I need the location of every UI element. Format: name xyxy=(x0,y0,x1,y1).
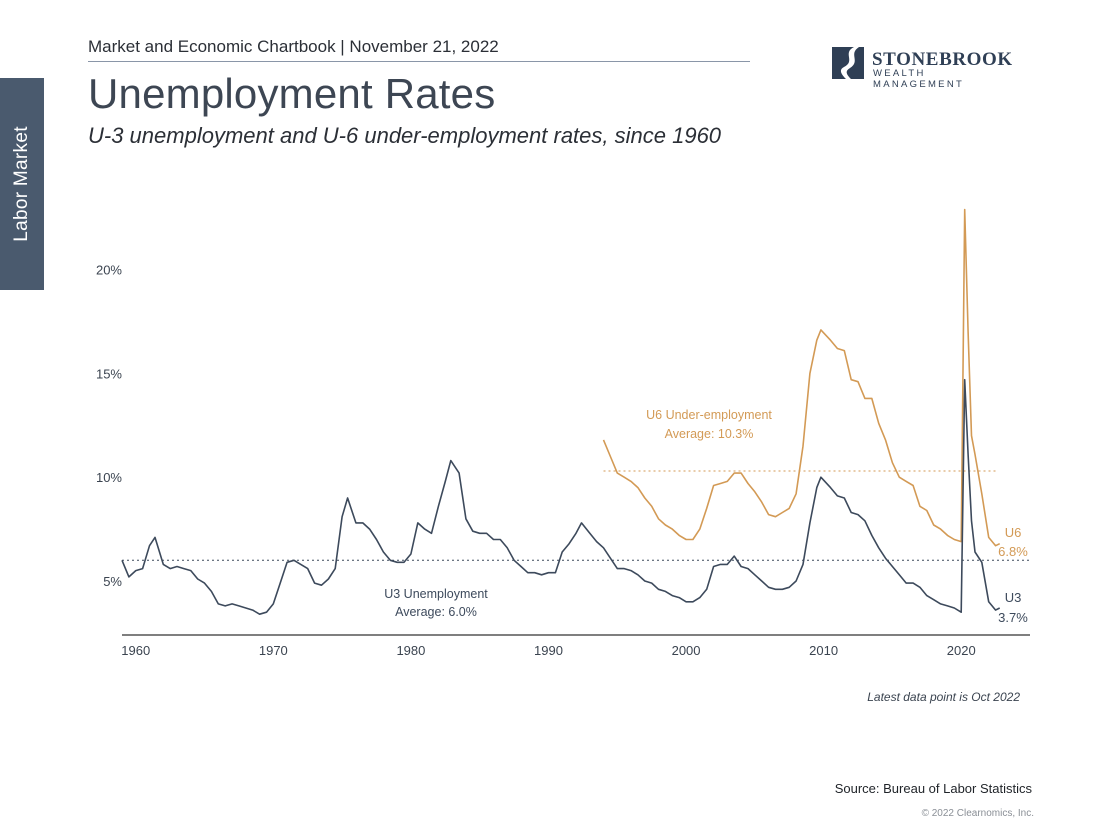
u6-end-value: 6.8% xyxy=(998,544,1028,559)
y-tick-label: 5% xyxy=(103,574,122,589)
river-road-logo-icon xyxy=(832,47,864,79)
company-logo: STONEBROOK WEALTH MANAGEMENT xyxy=(832,47,1012,90)
x-tick-label: 1990 xyxy=(534,643,563,658)
y-tick-label: 20% xyxy=(96,263,122,278)
latest-data-note: Latest data point is Oct 2022 xyxy=(867,690,1020,704)
logo-tagline: WEALTH MANAGEMENT xyxy=(873,68,965,90)
x-tick-label: 2000 xyxy=(672,643,701,658)
report-header: Market and Economic Chartbook | November… xyxy=(88,37,499,56)
section-tab: Labor Market xyxy=(0,78,44,290)
x-tick-label: 1970 xyxy=(259,643,288,658)
u3-average-label: Average: 6.0% xyxy=(395,605,477,619)
header-divider xyxy=(88,61,750,62)
page-title: Unemployment Rates xyxy=(88,70,496,117)
u3-series-line xyxy=(121,378,1001,616)
x-tick-label: 2020 xyxy=(947,643,976,658)
logo-name: STONEBROOK xyxy=(872,49,1013,70)
u6-series-line xyxy=(602,208,1001,547)
source-note: Source: Bureau of Labor Statistics xyxy=(834,781,1032,796)
u6-series-label: U6 Under-employment xyxy=(646,408,772,422)
u3-series-label: U3 Unemployment xyxy=(384,587,488,601)
x-tick-label: 2010 xyxy=(809,643,838,658)
y-tick-label: 15% xyxy=(96,366,122,381)
u3-end-value: 3.7% xyxy=(998,610,1028,625)
y-tick-label: 10% xyxy=(96,470,122,485)
page-subtitle: U-3 unemployment and U-6 under-employmen… xyxy=(88,123,722,148)
u6-end-name: U6 xyxy=(1005,525,1022,540)
u3-end-name: U3 xyxy=(1005,590,1022,605)
u6-average-label: Average: 10.3% xyxy=(665,427,754,441)
copyright-note: © 2022 Clearnomics, Inc. xyxy=(921,808,1034,819)
x-tick-label: 1960 xyxy=(121,643,150,658)
x-tick-label: 1980 xyxy=(396,643,425,658)
